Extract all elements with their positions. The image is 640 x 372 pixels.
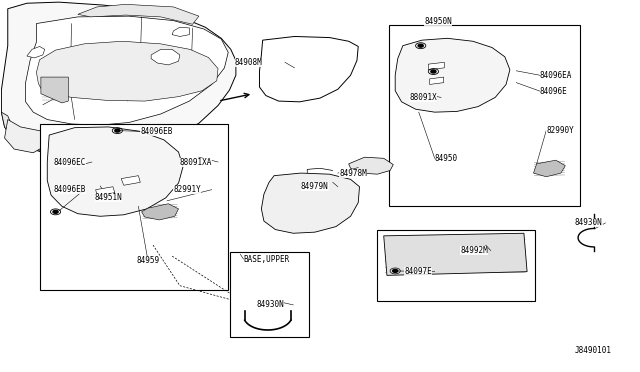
Polygon shape xyxy=(27,46,45,58)
Polygon shape xyxy=(429,77,444,84)
Polygon shape xyxy=(1,112,59,152)
Text: 84096EA: 84096EA xyxy=(540,71,572,80)
Text: 84951N: 84951N xyxy=(95,193,122,202)
Circle shape xyxy=(431,70,436,73)
Circle shape xyxy=(115,129,120,132)
Polygon shape xyxy=(349,157,394,174)
Bar xyxy=(40,124,228,290)
Text: J8490101: J8490101 xyxy=(575,346,612,355)
Polygon shape xyxy=(36,41,218,101)
Bar xyxy=(378,230,536,301)
Polygon shape xyxy=(428,62,444,70)
Text: 82990Y: 82990Y xyxy=(546,126,574,135)
Text: 84096EB: 84096EB xyxy=(54,185,86,194)
Polygon shape xyxy=(1,2,236,157)
Text: BASE,UPPER: BASE,UPPER xyxy=(244,254,290,264)
Polygon shape xyxy=(261,173,360,233)
Polygon shape xyxy=(47,127,183,216)
Bar xyxy=(389,25,580,206)
Circle shape xyxy=(393,269,397,272)
Polygon shape xyxy=(259,36,358,102)
Text: 84950N: 84950N xyxy=(424,17,452,26)
Text: 88091X: 88091X xyxy=(409,93,437,102)
Text: 88091XA: 88091XA xyxy=(180,157,212,167)
Text: 84097E: 84097E xyxy=(404,267,432,276)
Polygon shape xyxy=(121,176,140,185)
Polygon shape xyxy=(384,233,527,275)
Text: 84930N: 84930N xyxy=(575,218,603,227)
Polygon shape xyxy=(4,119,46,153)
Text: 84908M: 84908M xyxy=(235,58,262,67)
Polygon shape xyxy=(41,77,68,103)
Polygon shape xyxy=(395,38,510,112)
Polygon shape xyxy=(78,4,199,24)
Text: 84096E: 84096E xyxy=(540,87,568,96)
Text: 84979N: 84979N xyxy=(301,182,328,191)
Text: 82991Y: 82991Y xyxy=(173,185,201,194)
Polygon shape xyxy=(172,27,189,36)
Text: 84930N: 84930N xyxy=(256,300,284,310)
Text: 84096EC: 84096EC xyxy=(54,157,86,167)
Circle shape xyxy=(418,44,423,47)
Text: 84950: 84950 xyxy=(435,154,458,163)
Text: 84959: 84959 xyxy=(136,256,159,265)
Polygon shape xyxy=(96,187,115,196)
Bar xyxy=(230,253,309,337)
Text: 84992M: 84992M xyxy=(460,246,488,255)
Polygon shape xyxy=(151,49,180,65)
Text: 84978M: 84978M xyxy=(339,169,367,177)
Polygon shape xyxy=(534,160,565,177)
Polygon shape xyxy=(26,16,228,125)
Circle shape xyxy=(53,211,58,213)
Polygon shape xyxy=(141,204,179,220)
Text: 84096EB: 84096EB xyxy=(140,127,173,136)
